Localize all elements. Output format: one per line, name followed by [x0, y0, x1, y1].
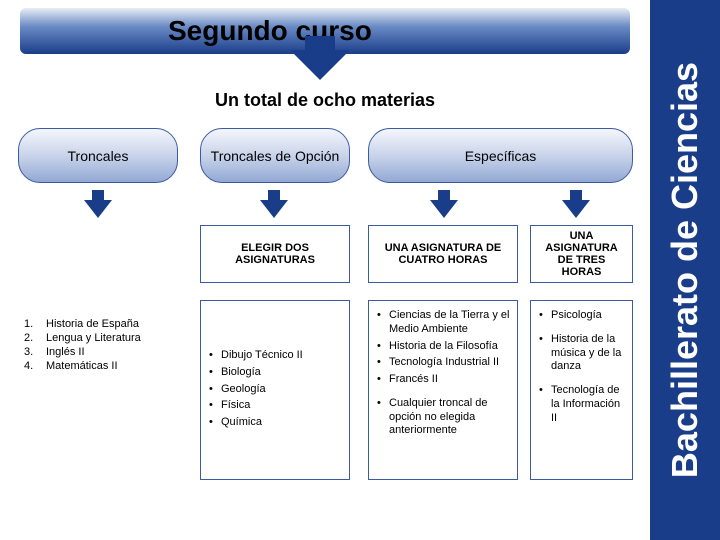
list-item: Tecnología Industrial II: [375, 356, 511, 370]
detail-troncales: 1.Historia de España 2.Lengua y Literatu…: [18, 310, 178, 382]
item-text: Ciencias de la Tierra y el Medio Ambient…: [389, 309, 509, 335]
item-text: Lengua y Literatura: [46, 332, 141, 344]
list-item: Dibujo Técnico II: [207, 349, 343, 363]
arrow-down-icon: [84, 200, 112, 218]
list-item: Cualquier troncal de opción no elegida a…: [375, 397, 511, 438]
category-label: Troncales de Opción: [211, 148, 340, 164]
list-item: Física: [207, 399, 343, 413]
item-text: Tecnología de la Información II: [551, 384, 620, 424]
list-item: Historia de la música y de la danza: [537, 333, 626, 374]
item-text: Biología: [221, 366, 261, 378]
sidebar-title: Bachillerato de Ciencias: [664, 62, 706, 478]
arrow-down-icon: [260, 200, 288, 218]
item-text: Historia de la Filosofía: [389, 340, 498, 352]
subheader-label: UNA ASIGNATURA DE CUATRO HORAS: [375, 242, 511, 266]
subheader-label: UNA ASIGNATURA DE TRES HORAS: [537, 230, 626, 278]
subheader-cuatro-horas: UNA ASIGNATURA DE CUATRO HORAS: [368, 225, 518, 283]
list-item: Psicología: [537, 309, 626, 323]
subheader-tres-horas: UNA ASIGNATURA DE TRES HORAS: [530, 225, 633, 283]
item-text: Psicología: [551, 309, 602, 321]
item-text: Historia de la música y de la danza: [551, 333, 621, 373]
list-item: Historia de la Filosofía: [375, 340, 511, 354]
item-text: Química: [221, 416, 262, 428]
category-troncales-opcion: Troncales de Opción: [200, 128, 350, 183]
category-especificas: Específicas: [368, 128, 633, 183]
subheader-label: ELEGIR DOS ASIGNATURAS: [207, 242, 343, 266]
category-label: Específicas: [465, 148, 537, 164]
list-item: Geología: [207, 383, 343, 397]
detail-especificas-4h: Ciencias de la Tierra y el Medio Ambient…: [368, 300, 518, 480]
sidebar: Bachillerato de Ciencias: [650, 0, 720, 540]
list-item: 3.Inglés II: [24, 346, 172, 358]
detail-troncales-opcion: Dibujo Técnico II Biología Geología Físi…: [200, 300, 350, 480]
item-text: Francés II: [389, 373, 438, 385]
list-item: Tecnología de la Información II: [537, 384, 626, 425]
list-item: 2.Lengua y Literatura: [24, 332, 172, 344]
arrow-down-icon: [430, 200, 458, 218]
detail-especificas-3h: Psicología Historia de la música y de la…: [530, 300, 633, 480]
item-text: Matemáticas II: [46, 360, 118, 372]
item-text: Cualquier troncal de opción no elegida a…: [389, 397, 487, 437]
item-text: Historia de España: [46, 318, 139, 330]
list-item: 4.Matemáticas II: [24, 360, 172, 372]
item-text: Física: [221, 399, 250, 411]
subtitle: Un total de ocho materias: [0, 90, 650, 111]
arrow-down-icon: [562, 200, 590, 218]
item-text: Tecnología Industrial II: [389, 356, 499, 368]
list-item: Biología: [207, 366, 343, 380]
list-item: Francés II: [375, 373, 511, 387]
list-item: Química: [207, 416, 343, 430]
item-text: Dibujo Técnico II: [221, 349, 303, 361]
list-item: Ciencias de la Tierra y el Medio Ambient…: [375, 309, 511, 337]
arrow-down-icon: [290, 50, 350, 80]
category-troncales: Troncales: [18, 128, 178, 183]
page-title: Segundo curso: [168, 15, 372, 47]
item-text: Inglés II: [46, 346, 85, 358]
subheader-elegir-dos: ELEGIR DOS ASIGNATURAS: [200, 225, 350, 283]
list-item: 1.Historia de España: [24, 318, 172, 330]
category-label: Troncales: [68, 148, 129, 164]
item-text: Geología: [221, 383, 266, 395]
